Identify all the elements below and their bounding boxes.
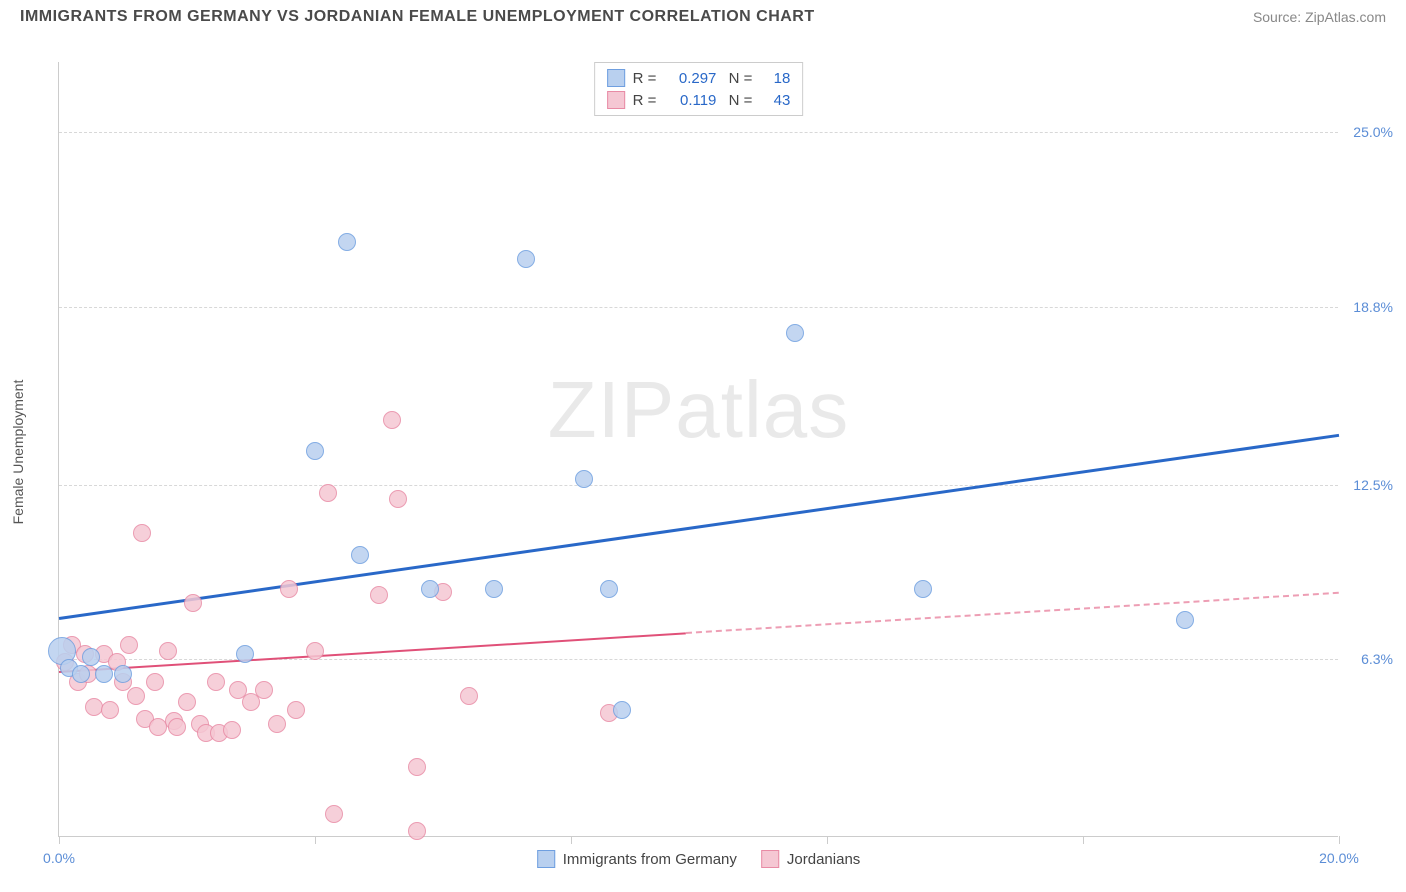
y-tick-label: 6.3% xyxy=(1361,651,1393,667)
data-point xyxy=(383,411,401,429)
watermark-thin: atlas xyxy=(675,365,849,454)
watermark-bold: ZIP xyxy=(548,365,675,454)
data-point xyxy=(127,687,145,705)
data-point xyxy=(485,580,503,598)
data-point xyxy=(146,673,164,691)
legend-r-value: 0.119 xyxy=(664,92,716,109)
data-point xyxy=(325,805,343,823)
legend-n-value: 43 xyxy=(760,92,790,109)
y-axis-label: Female Unemployment xyxy=(10,380,26,525)
legend-label: Immigrants from Germany xyxy=(563,851,737,868)
legend-series: Immigrants from Germany Jordanians xyxy=(537,850,861,868)
data-point xyxy=(255,681,273,699)
data-point xyxy=(914,580,932,598)
data-point xyxy=(223,721,241,739)
legend-item: Jordanians xyxy=(761,850,860,868)
data-point xyxy=(236,645,254,663)
chart-container: Female Unemployment ZIPatlas R = 0.297 N… xyxy=(48,42,1388,862)
legend-label: Jordanians xyxy=(787,851,860,868)
data-point xyxy=(287,701,305,719)
data-point xyxy=(82,648,100,666)
legend-swatch xyxy=(607,91,625,109)
legend-r-label: R = xyxy=(633,92,657,109)
x-tick xyxy=(59,836,60,844)
chart-title: IMMIGRANTS FROM GERMANY VS JORDANIAN FEM… xyxy=(20,8,815,26)
data-point xyxy=(306,642,324,660)
legend-swatch xyxy=(537,850,555,868)
x-tick xyxy=(1083,836,1084,844)
data-point xyxy=(351,546,369,564)
data-point xyxy=(184,594,202,612)
y-tick-label: 25.0% xyxy=(1353,124,1393,140)
legend-n-label: N = xyxy=(724,70,752,87)
x-tick xyxy=(315,836,316,844)
x-tick xyxy=(827,836,828,844)
data-point xyxy=(338,233,356,251)
legend-n-label: N = xyxy=(724,92,752,109)
data-point xyxy=(786,324,804,342)
data-point xyxy=(306,442,324,460)
data-point xyxy=(133,524,151,542)
data-point xyxy=(268,715,286,733)
data-point xyxy=(72,665,90,683)
legend-n-value: 18 xyxy=(760,70,790,87)
data-point xyxy=(389,490,407,508)
gridline xyxy=(59,307,1338,308)
data-point xyxy=(460,687,478,705)
gridline xyxy=(59,485,1338,486)
data-point xyxy=(370,586,388,604)
data-point xyxy=(120,636,138,654)
data-point xyxy=(1176,611,1194,629)
data-point xyxy=(319,484,337,502)
data-point xyxy=(159,642,177,660)
data-point xyxy=(95,665,113,683)
x-tick xyxy=(1339,836,1340,844)
watermark: ZIPatlas xyxy=(548,364,849,456)
data-point xyxy=(101,701,119,719)
data-point xyxy=(207,673,225,691)
data-point xyxy=(517,250,535,268)
y-tick-label: 12.5% xyxy=(1353,477,1393,493)
legend-stats: R = 0.297 N = 18 R = 0.119 N = 43 xyxy=(594,62,804,116)
data-point xyxy=(575,470,593,488)
x-tick xyxy=(571,836,572,844)
y-tick-label: 18.8% xyxy=(1353,299,1393,315)
data-point xyxy=(280,580,298,598)
x-tick-label: 0.0% xyxy=(43,850,75,866)
plot-area: ZIPatlas R = 0.297 N = 18 R = 0.119 N = … xyxy=(58,62,1338,837)
chart-source: Source: ZipAtlas.com xyxy=(1253,9,1386,25)
legend-swatch xyxy=(607,69,625,87)
data-point xyxy=(421,580,439,598)
legend-swatch xyxy=(761,850,779,868)
data-point xyxy=(613,701,631,719)
data-point xyxy=(168,718,186,736)
data-point xyxy=(408,822,426,840)
data-point xyxy=(600,580,618,598)
legend-r-label: R = xyxy=(633,70,657,87)
legend-item: Immigrants from Germany xyxy=(537,850,737,868)
legend-row: R = 0.119 N = 43 xyxy=(607,89,791,111)
legend-r-value: 0.297 xyxy=(664,70,716,87)
data-point xyxy=(114,665,132,683)
legend-row: R = 0.297 N = 18 xyxy=(607,67,791,89)
trend-line xyxy=(59,434,1339,620)
chart-header: IMMIGRANTS FROM GERMANY VS JORDANIAN FEM… xyxy=(0,0,1406,30)
gridline xyxy=(59,132,1338,133)
data-point xyxy=(408,758,426,776)
trend-line xyxy=(59,632,686,673)
trend-line xyxy=(686,592,1339,634)
x-tick-label: 20.0% xyxy=(1319,850,1359,866)
data-point xyxy=(178,693,196,711)
